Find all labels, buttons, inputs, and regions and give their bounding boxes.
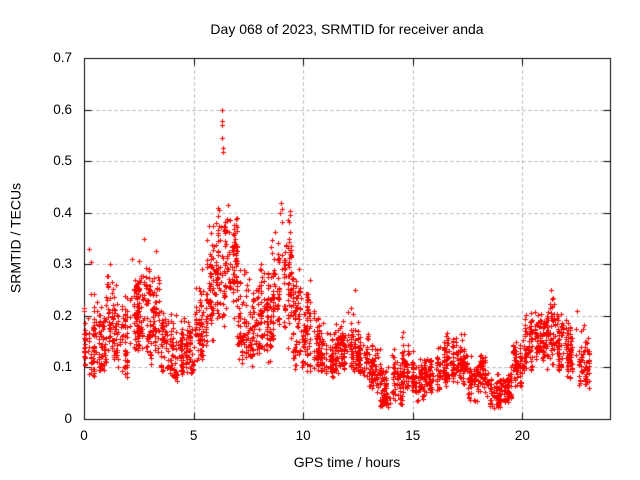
y-tick-label: 0.1 — [53, 359, 72, 375]
x-tick-label: 0 — [80, 428, 88, 443]
y-tick-label: 0.3 — [53, 256, 72, 272]
y-tick-label: 0 — [64, 411, 72, 426]
y-tick-label: 0.5 — [53, 153, 72, 169]
x-tick-label: 20 — [514, 428, 530, 443]
y-tick-label: 0.7 — [53, 50, 72, 65]
x-tick-label: 15 — [405, 428, 421, 443]
y-tick-label: 0.6 — [53, 101, 72, 117]
y-tick-label: 0.4 — [53, 204, 72, 220]
y-tick-label: 0.2 — [53, 307, 72, 323]
chart-title: Day 068 of 2023, SRMTID for receiver and… — [210, 21, 484, 37]
x-tick-label: 10 — [295, 428, 311, 443]
x-axis-label: GPS time / hours — [293, 454, 401, 470]
x-tick-label: 5 — [189, 428, 198, 443]
